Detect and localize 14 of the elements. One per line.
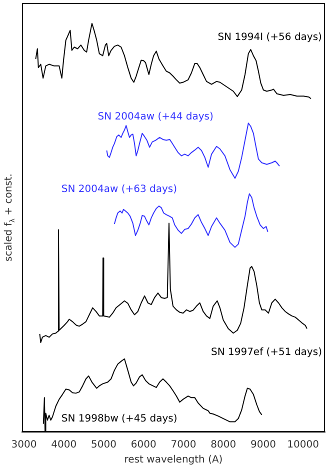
x-tick-label: 5000 [91,440,116,451]
x-tick-label: 6000 [130,440,156,451]
x-tick-label: 9000 [250,440,276,451]
x-tick-label: 8000 [210,440,236,451]
text: SN 2004aw (+63 days) [61,184,178,196]
text: SN 1994I (+56 days) [218,32,322,43]
x-axis-title: rest wavelength (A) [124,454,223,466]
x-tick-label: 7000 [170,440,196,451]
x-tick-label: 3000 [11,440,37,451]
series-label: SN 1998bw (+45 days) [61,414,178,425]
x-tick-label: 4000 [51,440,77,451]
text: SN 1997ef (+51 days) [210,347,322,358]
x-tick-label: 10000 [287,440,319,451]
text: SN 2004aw (+44 days) [98,111,214,122]
